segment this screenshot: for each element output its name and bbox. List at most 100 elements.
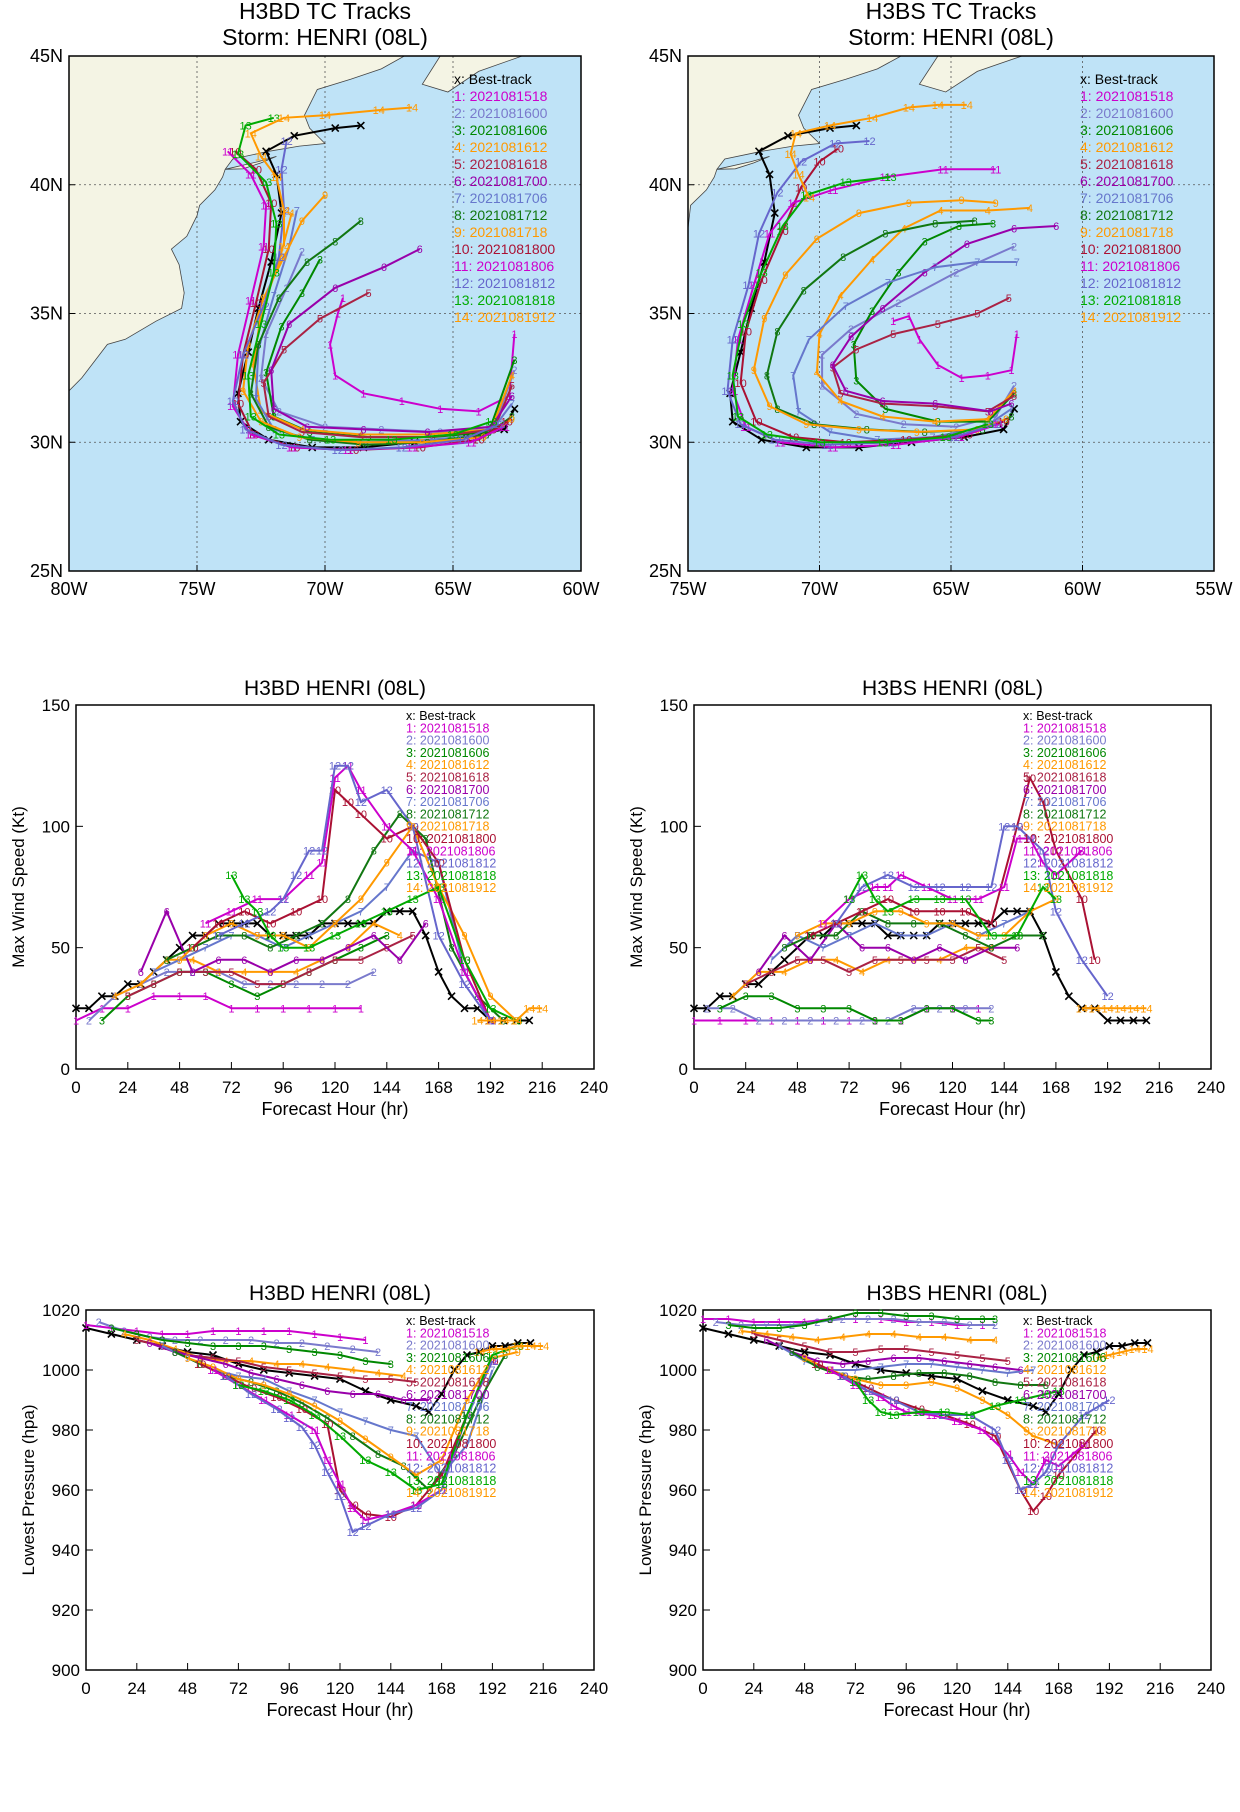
- data-point-marker: 13: [843, 894, 855, 906]
- data-point-marker: 7: [151, 967, 157, 979]
- track-point-marker: 11: [774, 437, 785, 449]
- legend-entry: 9: 2021081718: [1080, 224, 1174, 240]
- track-point-marker: 11: [245, 169, 256, 181]
- track-point-marker: 1: [916, 334, 922, 346]
- track-point-marker: 9: [782, 270, 788, 282]
- data-point-marker: 5: [228, 967, 234, 979]
- data-point-marker: 6: [146, 1338, 152, 1350]
- data-point-marker: 14: [523, 1003, 535, 1015]
- data-point-marker: 8: [1043, 1380, 1049, 1392]
- track-point-marker: 7: [885, 278, 891, 290]
- track-point-marker: 7: [932, 262, 938, 274]
- legend-entry: 13: 2021081818: [1080, 292, 1181, 308]
- data-point-marker: 5: [286, 1365, 292, 1377]
- data-point-marker: 7: [852, 1365, 858, 1377]
- data-point-marker: 8: [448, 943, 454, 955]
- legend-entry: 3: 2021081606: [1023, 746, 1106, 760]
- data-point-marker: 14: [474, 1347, 486, 1359]
- track-point-marker: 9: [322, 190, 328, 202]
- data-point-marker: 4: [833, 955, 839, 967]
- x-tick-label: 80W: [50, 579, 87, 599]
- track-point-marker: 5: [890, 329, 896, 341]
- data-point-marker: 1: [185, 1329, 191, 1341]
- data-point-marker: [1130, 1338, 1139, 1348]
- x-tick-label: 168: [427, 1679, 455, 1698]
- data-point-marker: [71, 1004, 81, 1013]
- track-point-marker: 13: [982, 419, 994, 431]
- data-point-marker: 5: [751, 1329, 757, 1341]
- data-point-marker: 9: [1030, 1431, 1036, 1443]
- data-point-marker: 14: [512, 1341, 524, 1353]
- track-point-marker: 13: [232, 149, 244, 161]
- track-point-marker: 12: [396, 442, 408, 454]
- data-point-marker: 10: [1076, 894, 1088, 906]
- data-point-marker: 2: [273, 1338, 279, 1350]
- track-point-marker: 2: [993, 412, 999, 424]
- track-point-marker: 5: [1006, 293, 1012, 305]
- data-point-marker: 10: [238, 906, 250, 918]
- legend-entry: 13: 2021081818: [454, 292, 555, 308]
- track-point-marker: 11: [260, 200, 271, 212]
- y-tick-label: 1000: [42, 1361, 80, 1380]
- track-line: [242, 194, 513, 444]
- data-point-marker: 7: [929, 1359, 935, 1371]
- track-point-marker: 12: [280, 136, 292, 148]
- data-point-marker: 12: [1027, 1479, 1039, 1491]
- track-line: [892, 314, 1018, 379]
- legend-entry: 2: 2021081600: [406, 1339, 489, 1353]
- data-point-marker: 9: [1053, 894, 1059, 906]
- legend-entry: 2: 2021081600: [1080, 105, 1174, 121]
- track-point-marker: 12: [227, 396, 239, 408]
- track-point-marker: 10: [997, 417, 1009, 429]
- data-point-marker: 6: [426, 1395, 432, 1407]
- data-point-marker: 9: [362, 1434, 368, 1446]
- data-point-marker: 2: [992, 1320, 998, 1332]
- track-point-marker: 14: [932, 100, 944, 112]
- track-point-marker: 6: [268, 365, 274, 377]
- time-series-panel: H3BS HENRI (08L) Forecast Hour (hr) Max Wi…: [627, 677, 1225, 1119]
- data-point-marker: 10: [290, 906, 302, 918]
- track-point-marker: 5: [358, 432, 364, 444]
- data-point-marker: 13: [875, 1407, 887, 1419]
- data-point-marker: 13: [461, 1410, 473, 1422]
- data-point-marker: 3: [388, 1359, 394, 1371]
- series-line: [740, 1330, 996, 1342]
- track-point-marker: 11: [740, 422, 751, 434]
- data-point-marker: 6: [164, 906, 170, 918]
- data-point-marker: 5: [410, 931, 416, 943]
- track-point-marker: 9: [281, 252, 287, 264]
- data-point-marker: [698, 1323, 708, 1333]
- data-point-marker: 7: [384, 882, 390, 894]
- data-point-marker: 9: [388, 1452, 394, 1464]
- data-point-marker: 7: [768, 955, 774, 967]
- data-point-marker: 6: [319, 955, 325, 967]
- data-point-marker: 12: [458, 979, 470, 991]
- data-point-marker: 2: [713, 1317, 719, 1329]
- track-point-marker: 11: [342, 445, 353, 457]
- legend-entry: 1: 2021081518: [454, 88, 548, 104]
- data-point-marker: 5: [235, 1356, 241, 1368]
- legend-entry: 1: 2021081518: [406, 721, 489, 735]
- legend-entry: 14: 2021081912: [454, 309, 555, 325]
- data-point-marker: 11: [207, 1365, 218, 1377]
- track-point-marker: 2: [895, 298, 901, 310]
- data-point-marker: 11: [947, 894, 958, 906]
- track-point-marker: 2: [953, 422, 959, 434]
- data-point-marker: 11: [360, 1515, 371, 1527]
- track-point-marker: 4: [932, 417, 938, 429]
- data-point-marker: 3: [827, 1314, 833, 1326]
- data-point-marker: 2: [319, 979, 325, 991]
- y-tick-label: 40N: [649, 175, 682, 195]
- x-tick-label: 0: [81, 1679, 90, 1698]
- data-point-marker: 12: [1040, 1467, 1052, 1479]
- track-point-marker: 3: [851, 339, 857, 351]
- y-tick-label: 900: [52, 1661, 80, 1680]
- data-point-marker: 5: [846, 967, 852, 979]
- data-point-marker: 5: [125, 991, 131, 1003]
- data-point-marker: 3: [878, 1308, 884, 1320]
- data-point-marker: 6: [375, 1389, 381, 1401]
- track-point-marker: 9: [419, 437, 425, 449]
- data-point-marker: 12: [334, 1491, 346, 1503]
- legend-entry: 9: 2021081718: [454, 224, 548, 240]
- data-point-marker: 5: [1005, 1356, 1011, 1368]
